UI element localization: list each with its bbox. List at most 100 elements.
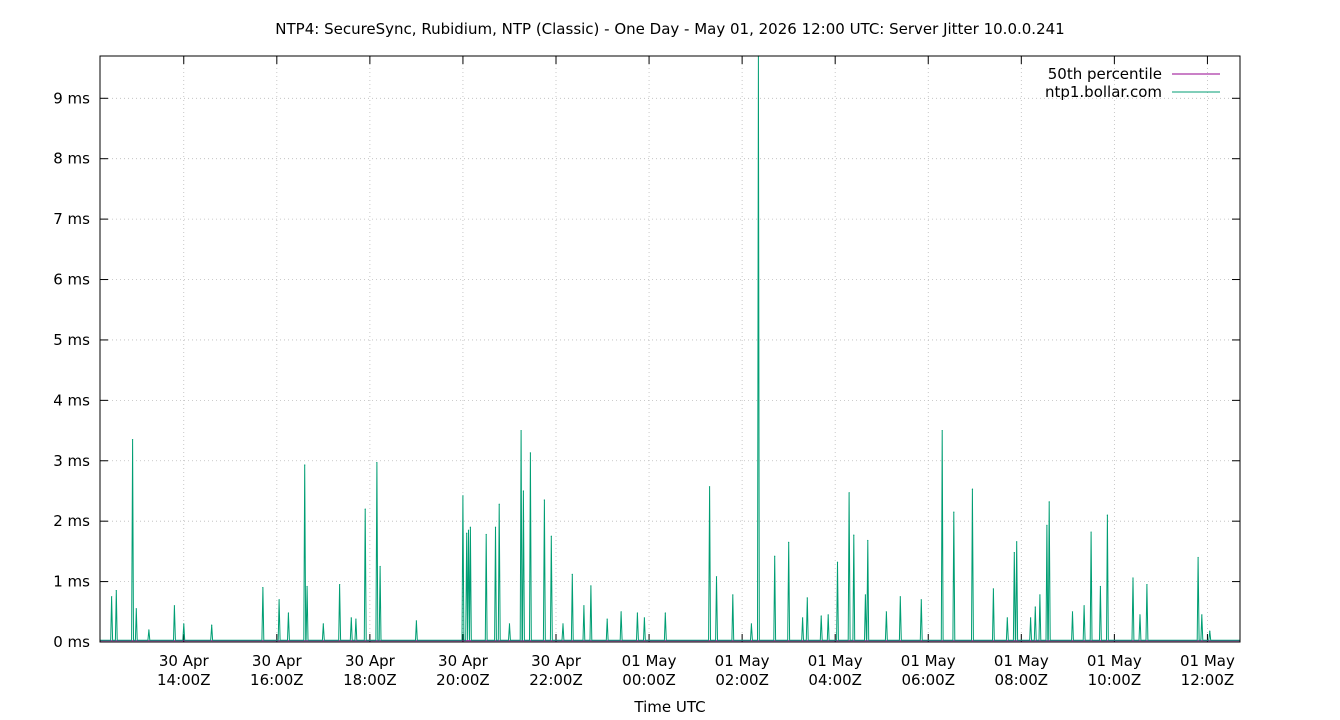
x-tick-label-date: 01 May (1180, 652, 1235, 670)
data-point (529, 452, 532, 454)
data-point (1197, 556, 1199, 559)
legend-label: ntp1.bollar.com (1045, 83, 1162, 101)
data-point (1132, 577, 1134, 579)
data-point (1106, 514, 1108, 516)
x-tick-label-date: 01 May (715, 652, 770, 670)
data-point (522, 490, 525, 492)
data-point (322, 623, 324, 625)
data-point (583, 605, 585, 607)
data-point (971, 488, 974, 490)
data-point (1209, 630, 1211, 632)
data-point (131, 439, 134, 441)
data-point (732, 594, 734, 596)
y-tick-label: 5 ms (53, 331, 90, 349)
data-point (485, 533, 487, 536)
data-point (520, 429, 522, 432)
data-point (1048, 501, 1050, 503)
data-point (306, 585, 308, 588)
data-point (774, 555, 776, 557)
data-point (867, 539, 869, 542)
data-point (111, 596, 113, 598)
data-point (339, 584, 341, 586)
data-point (115, 590, 117, 592)
x-tick-label-time: 08:00Z (995, 671, 1049, 689)
data-point (1090, 531, 1092, 533)
y-tick-label: 4 ms (53, 391, 90, 409)
x-tick-label-time: 14:00Z (157, 671, 211, 689)
data-point (183, 623, 185, 625)
data-point (606, 618, 608, 620)
y-tick-label: 6 ms (53, 271, 90, 289)
data-point (836, 561, 839, 563)
data-point (1071, 611, 1074, 613)
data-point (462, 495, 464, 497)
data-point (953, 511, 955, 513)
x-tick-label-time: 22:00Z (529, 671, 583, 689)
data-point (1139, 614, 1141, 616)
x-axis-label: Time UTC (633, 698, 705, 716)
data-point (262, 587, 264, 589)
x-tick-label-date: 01 May (1087, 652, 1142, 670)
data-point (173, 605, 176, 607)
data-point (806, 597, 808, 599)
data-point (1046, 524, 1048, 527)
data-point (899, 596, 901, 598)
chart-title: NTP4: SecureSync, Rubidium, NTP (Classic… (275, 20, 1064, 38)
x-tick-label-time: 06:00Z (901, 671, 955, 689)
data-point (992, 588, 994, 590)
series-layer (100, 55, 1240, 642)
data-point (1016, 541, 1018, 543)
data-point (469, 526, 471, 528)
data-point (820, 615, 822, 617)
x-tick-label-date: 30 Apr (438, 652, 489, 670)
y-tick-label: 0 ms (53, 633, 90, 651)
x-tick-label-time: 04:00Z (808, 671, 862, 689)
x-tick-label-time: 18:00Z (343, 671, 397, 689)
x-tick-label-time: 16:00Z (250, 671, 304, 689)
data-point (715, 576, 718, 578)
data-point (415, 620, 418, 622)
legend-label: 50th percentile (1048, 65, 1162, 83)
x-tick-label-time: 20:00Z (436, 671, 490, 689)
data-point (664, 612, 666, 614)
data-point (278, 599, 280, 601)
data-point (467, 529, 470, 531)
data-point (1034, 606, 1036, 608)
data-point (355, 618, 357, 620)
x-tick-label-date: 30 Apr (345, 652, 396, 670)
data-point (1013, 551, 1015, 554)
data-point (1083, 605, 1085, 607)
data-point (379, 565, 381, 568)
data-point (788, 541, 790, 543)
data-point (562, 623, 564, 625)
x-tick-label-time: 12:00Z (1181, 671, 1235, 689)
x-tick-label-date: 01 May (622, 652, 677, 670)
plot-frame (99, 55, 1241, 643)
data-point (350, 617, 352, 619)
data-point (135, 608, 137, 610)
data-point (364, 508, 366, 510)
data-point (571, 573, 573, 575)
data-point (148, 629, 150, 631)
x-tick-label-date: 30 Apr (159, 652, 210, 670)
y-tick-label: 2 ms (53, 512, 90, 530)
data-point (920, 599, 922, 601)
data-point (941, 429, 943, 432)
data-point (643, 617, 646, 619)
x-tick-label-date: 01 May (901, 652, 956, 670)
x-tick-label-date: 30 Apr (531, 652, 582, 670)
data-point (827, 614, 829, 616)
data-point (543, 499, 545, 501)
data-point (376, 461, 378, 464)
data-point (1201, 614, 1203, 616)
data-point (590, 585, 592, 587)
data-point (636, 612, 639, 614)
data-point (508, 623, 511, 625)
data-point (287, 612, 290, 614)
data-point (708, 486, 711, 488)
y-tick-label: 9 ms (53, 89, 90, 107)
data-point (848, 492, 850, 494)
